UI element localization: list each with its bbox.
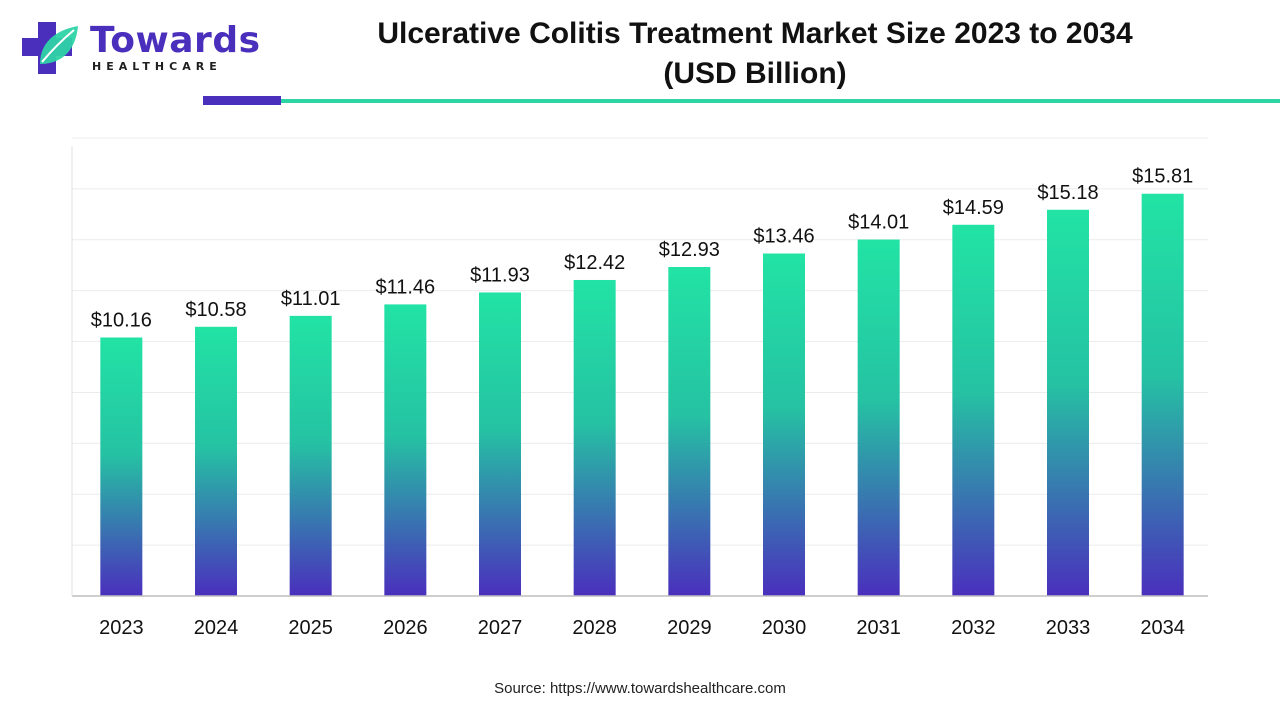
logo-subtitle: HEALTHCARE xyxy=(92,60,222,73)
bar-2034 xyxy=(1141,193,1184,596)
value-label-2025: $11.01 xyxy=(281,288,341,310)
bar-2023 xyxy=(100,337,143,596)
brand-logo: Towards HEALTHCARE xyxy=(20,18,260,80)
bar-2032 xyxy=(952,224,995,596)
x-tick-label-2033: 2033 xyxy=(1046,617,1091,639)
value-label-2027: $11.93 xyxy=(470,264,530,286)
header-accent-teal xyxy=(281,99,1280,103)
x-tick-label-2034: 2034 xyxy=(1140,617,1185,639)
chart-title-line2: (USD Billion) xyxy=(663,57,847,90)
chart-x-tick-labels: 2023 2024 2025 2026 2027 2028 2029 2030 2031 2032… xyxy=(99,617,1185,639)
x-tick-label-2023: 2023 xyxy=(99,617,144,639)
chart-title-line1: Ulcerative Colitis Treatment Market Size… xyxy=(377,17,1133,50)
value-label-2023: $10.16 xyxy=(91,309,152,331)
value-label-2030: $13.46 xyxy=(753,226,814,248)
bar-2031 xyxy=(857,239,900,597)
x-tick-label-2029: 2029 xyxy=(667,617,712,639)
bar-2025 xyxy=(289,315,332,596)
x-tick-label-2028: 2028 xyxy=(572,617,617,639)
logo-wordmark: Towards xyxy=(90,20,261,61)
value-label-2031: $14.01 xyxy=(848,212,909,234)
chart-title: Ulcerative Colitis Treatment Market Size… xyxy=(290,14,1220,94)
bar-2030 xyxy=(763,253,805,597)
chart-value-labels: $10.16 $10.58 $11.01 $11.46 $11.93 $12.42 $12.… xyxy=(91,166,1194,332)
header-accent-purple xyxy=(203,96,281,105)
bar-2029 xyxy=(668,267,711,596)
medical-cross-leaf-icon xyxy=(22,22,78,74)
bar-2024 xyxy=(195,326,237,596)
value-label-2034: $15.81 xyxy=(1132,166,1193,188)
chart-bars xyxy=(100,193,1184,597)
x-tick-label-2031: 2031 xyxy=(856,617,901,639)
bar-2026 xyxy=(384,304,427,596)
chart-gridlines xyxy=(72,137,1208,546)
x-tick-label-2025: 2025 xyxy=(288,617,333,639)
value-label-2026: $11.46 xyxy=(375,276,435,298)
value-label-2024: $10.58 xyxy=(185,299,246,321)
x-tick-label-2024: 2024 xyxy=(194,617,239,639)
value-label-2028: $12.42 xyxy=(564,252,625,274)
value-label-2032: $14.59 xyxy=(943,197,1004,219)
x-tick-label-2027: 2027 xyxy=(478,617,523,639)
bar-2033 xyxy=(1047,209,1089,596)
x-tick-label-2030: 2030 xyxy=(762,617,807,639)
bar-2027 xyxy=(479,292,521,596)
x-tick-label-2026: 2026 xyxy=(383,617,428,639)
source-credit: Source: https://www.towardshealthcare.co… xyxy=(494,680,786,697)
bar-2028 xyxy=(573,279,616,596)
value-label-2033: $15.18 xyxy=(1037,182,1098,204)
x-tick-label-2032: 2032 xyxy=(951,617,996,639)
value-label-2029: $12.93 xyxy=(659,239,720,261)
